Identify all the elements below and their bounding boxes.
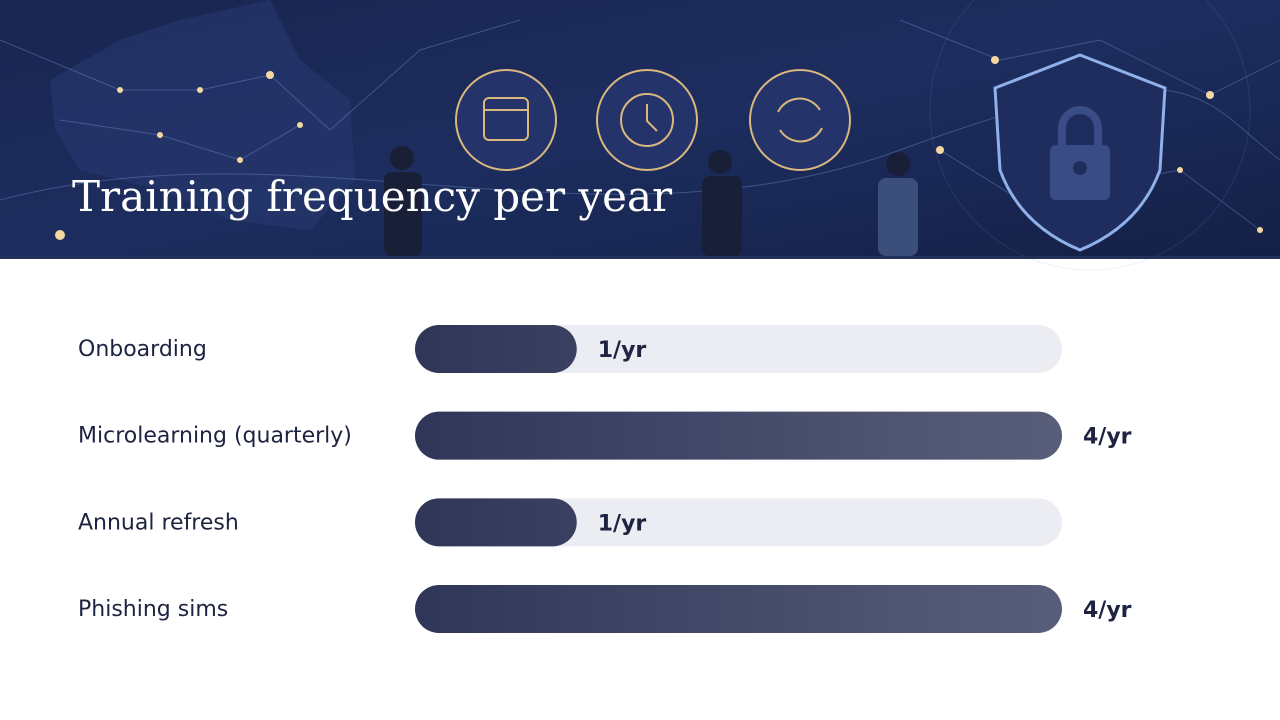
bar bbox=[415, 585, 1062, 633]
bar-track bbox=[415, 325, 1062, 373]
chart-title: Training frequency per year bbox=[72, 172, 673, 221]
category-label: Annual refresh bbox=[78, 510, 239, 535]
bar-track bbox=[415, 498, 1062, 547]
bar bbox=[415, 411, 1062, 460]
category-label: Phishing sims bbox=[78, 597, 228, 622]
value-label: 4/yr bbox=[1083, 425, 1132, 450]
value-label: 1/yr bbox=[598, 511, 647, 536]
bar bbox=[415, 498, 577, 547]
bar bbox=[415, 325, 577, 373]
category-label: Onboarding bbox=[78, 337, 207, 362]
value-label: 1/yr bbox=[598, 338, 647, 363]
value-label: 4/yr bbox=[1083, 598, 1132, 623]
banner bbox=[0, 0, 1280, 271]
category-label: Microlearning (quarterly) bbox=[78, 424, 352, 449]
